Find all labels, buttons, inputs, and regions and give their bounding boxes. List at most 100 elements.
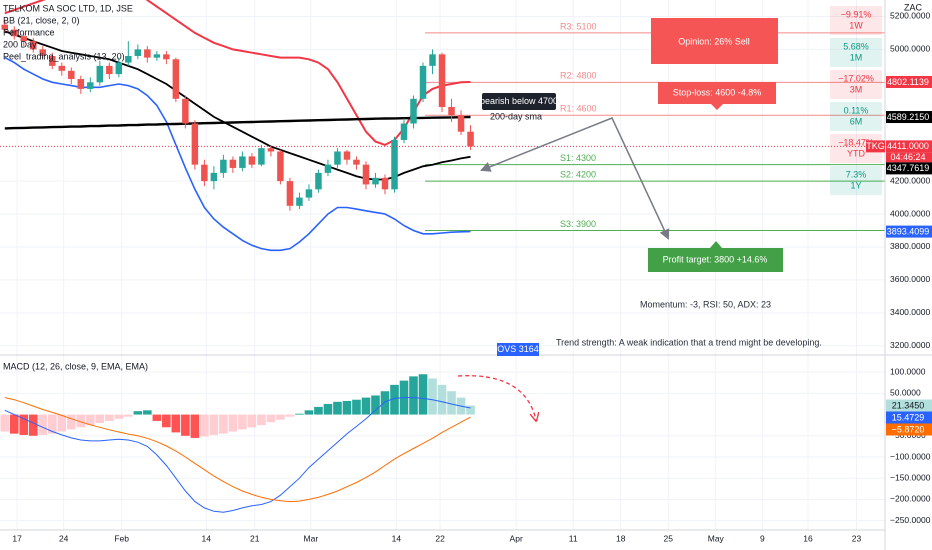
histogram-bar [47, 414, 57, 434]
axis-labels: 5200.0000 5000.0000 4200.0000 4000.0000 3800… [12, 11, 932, 543]
macd-last-label-bg [886, 399, 932, 412]
indicator-label: Performance [3, 27, 55, 37]
candle-body [220, 159, 227, 173]
bearish-tooltip: bearish below 4700 [480, 93, 558, 110]
x-tick-label: 14 [202, 533, 212, 543]
histogram-bar [266, 414, 276, 423]
histogram-bar [114, 414, 124, 419]
candle-body [267, 148, 275, 152]
x-tick-label: 21 [250, 533, 260, 543]
histogram-bar [352, 399, 361, 415]
candle-body [11, 29, 18, 37]
histogram-bar [437, 384, 447, 415]
x-tick-label: 16 [803, 533, 813, 543]
candle-body [58, 65, 66, 71]
momentum-text: Momentum: -3, RSI: 50, ADX: 23 [640, 299, 771, 309]
histogram-bar [9, 414, 19, 434]
x-tick-label: Apr [510, 533, 523, 543]
symbol-tag-bg [866, 140, 885, 153]
price-label-bg [886, 75, 932, 88]
histogram-bar [466, 405, 475, 415]
histogram-bar [105, 414, 114, 421]
candle-body [210, 172, 218, 182]
trend-text: Trend strength: A weak indication that a… [556, 337, 822, 347]
histogram-bar [57, 414, 67, 432]
histogram-bar [143, 410, 152, 415]
histogram-bar [124, 414, 133, 417]
histogram-bar [447, 391, 456, 415]
candle-body [39, 49, 47, 56]
performance-cell [830, 6, 882, 35]
x-tick-label: Mar [304, 533, 319, 543]
histogram-bar [66, 414, 76, 430]
profit-target-bg [648, 248, 783, 272]
macd-last-label: −5.8720 [892, 424, 925, 434]
candle-body [172, 59, 180, 99]
performance-change: 7.3% [846, 169, 867, 179]
price-label: 4347.7619 [887, 163, 930, 173]
x-tick-label: 24 [59, 533, 69, 543]
candle-body [191, 123, 199, 165]
level-label: R1: 4600 [560, 104, 597, 114]
histogram-bar [152, 414, 162, 421]
countdown: 04:46:24 [890, 152, 925, 162]
histogram-bar [133, 411, 143, 415]
candle-body [438, 54, 446, 108]
performance-period: 1M [850, 52, 863, 62]
macd-pane [0, 374, 475, 513]
candle-body [106, 65, 113, 75]
candle-body [144, 49, 151, 58]
price-pane [0, 0, 885, 252]
stop-loss-text: Stop-loss: 4600 -4.8% [673, 87, 762, 97]
level-label: S2: 4200 [560, 169, 596, 179]
performance-change: 5.68% [843, 41, 869, 51]
candle-body [248, 156, 256, 165]
performance-change: −9.91% [841, 9, 872, 19]
price-label: 4589.2150 [887, 112, 930, 122]
performance-period: YTD [847, 148, 866, 158]
candle-body [239, 156, 246, 168]
candle-body [419, 65, 427, 99]
indicator-label: 200 Day [3, 39, 37, 49]
candle-body [400, 123, 408, 140]
performance-cell [830, 70, 882, 99]
profit-target-box: Profit target: 3800 +14.6% [648, 241, 783, 272]
opinion-bg [651, 18, 778, 64]
candle-body [30, 41, 37, 50]
histogram-bar [219, 414, 228, 434]
x-tick-label: 9 [760, 533, 765, 543]
candle-body [324, 164, 332, 173]
y-tick-label: 3600.0000 [890, 274, 930, 284]
histogram-bar [323, 403, 333, 415]
last-price-label: 4411.0000 [887, 141, 929, 151]
candle-body [391, 139, 398, 190]
price-label: 4802.1139 [887, 77, 929, 87]
candle-body [153, 54, 161, 58]
candle-body [448, 107, 455, 116]
opinion-box: Opinion: 26% Sell [651, 18, 778, 64]
performance-table: −9.91%1W 5.68%1M −17.02%3M 0.11%6M −18.47%YT… [830, 6, 882, 195]
bearish-text: bearish below 4700 [480, 96, 558, 106]
ovs-badge: OVS 3164 [497, 343, 539, 356]
macd-last-label-bg [886, 423, 932, 436]
symbol-tag: TKG [866, 141, 885, 151]
histogram-bar [285, 414, 295, 417]
indicator-label: Peel_trading_analysis (13, 20) [3, 51, 125, 61]
y-tick-label: 3400.0000 [890, 307, 930, 317]
histogram-bar [295, 413, 304, 415]
bearish-bg [482, 93, 556, 110]
candle-body [381, 177, 389, 190]
candle-body [87, 82, 94, 89]
candle-body [467, 131, 474, 147]
y-tick-label: 5000.0000 [890, 44, 930, 54]
histogram-bar [238, 414, 247, 430]
histogram-bar [380, 391, 390, 415]
candle-body [296, 197, 303, 206]
price-label-bg [886, 225, 932, 238]
candle-body [96, 65, 104, 83]
candle-body [201, 164, 208, 182]
indicator-label: BB (21, close, 2, 0) [3, 15, 80, 25]
candle-body [305, 189, 313, 198]
candle-body [410, 98, 417, 124]
